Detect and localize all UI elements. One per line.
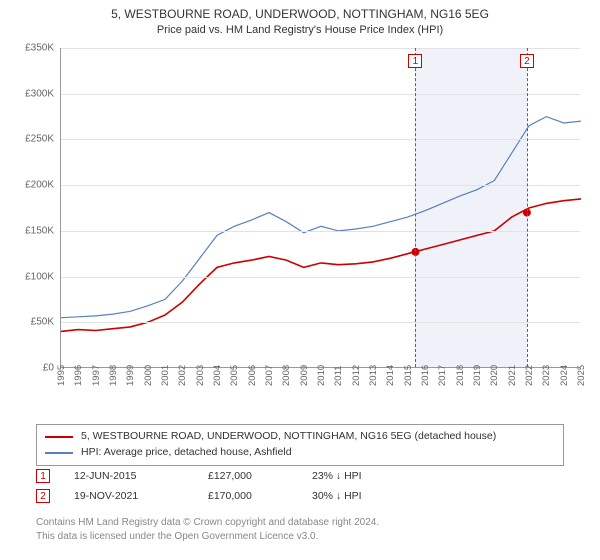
legend-swatch [45, 452, 73, 454]
x-tick-label: 2009 [299, 365, 310, 386]
legend-box: 5, WESTBOURNE ROAD, UNDERWOOD, NOTTINGHA… [36, 424, 564, 466]
chart-container: { "title": "5, WESTBOURNE ROAD, UNDERWOO… [0, 0, 600, 560]
sale-row: 2 19-NOV-2021 £170,000 30% ↓ HPI [36, 486, 564, 506]
sale-date: 19-NOV-2021 [74, 490, 184, 502]
y-tick-label: £250K [25, 134, 54, 145]
x-tick-label: 2008 [281, 365, 292, 386]
x-tick-label: 2013 [368, 365, 379, 386]
sale-price: £127,000 [208, 470, 288, 482]
grid-line [61, 277, 580, 278]
y-tick-label: £350K [25, 43, 54, 54]
x-tick-label: 2024 [559, 365, 570, 386]
x-tick-label: 1998 [108, 365, 119, 386]
y-tick-label: £300K [25, 88, 54, 99]
x-tick-label: 2022 [524, 365, 535, 386]
x-tick-label: 2001 [160, 365, 171, 386]
sale-marker-badge: 1 [408, 54, 422, 68]
x-tick-label: 2010 [316, 365, 327, 386]
x-tick-label: 1995 [56, 365, 67, 386]
y-tick-label: £50K [31, 317, 54, 328]
chart-subtitle: Price paid vs. HM Land Registry's House … [0, 22, 600, 36]
sale-marker-badge: 2 [520, 54, 534, 68]
x-tick-label: 2005 [229, 365, 240, 386]
y-tick-label: £0 [43, 363, 54, 374]
x-tick-label: 1997 [91, 365, 102, 386]
y-tick-label: £100K [25, 271, 54, 282]
x-tick-label: 2007 [264, 365, 275, 386]
sales-table: 1 12-JUN-2015 £127,000 23% ↓ HPI 2 19-NOV-202… [36, 466, 564, 506]
chart-title: 5, WESTBOURNE ROAD, UNDERWOOD, NOTTINGHA… [0, 0, 600, 22]
y-tick-label: £200K [25, 180, 54, 191]
sale-marker-line [415, 48, 416, 367]
grid-line [61, 48, 580, 49]
legend-row: 5, WESTBOURNE ROAD, UNDERWOOD, NOTTINGHA… [45, 429, 555, 445]
x-tick-label: 2014 [385, 365, 396, 386]
sale-diff: 23% ↓ HPI [312, 470, 412, 482]
x-tick-label: 2019 [472, 365, 483, 386]
grid-line [61, 139, 580, 140]
x-tick-label: 2020 [489, 365, 500, 386]
series-line-hpi [61, 117, 581, 318]
legend-label: 5, WESTBOURNE ROAD, UNDERWOOD, NOTTINGHA… [81, 429, 496, 445]
chart-area: £0£50K£100K£150K£200K£250K£300K£350K 12 … [12, 48, 588, 408]
grid-line [61, 231, 580, 232]
sale-date: 12-JUN-2015 [74, 470, 184, 482]
y-tick-label: £150K [25, 225, 54, 236]
legend-swatch [45, 436, 73, 438]
x-tick-label: 2015 [403, 365, 414, 386]
grid-line [61, 185, 580, 186]
x-tick-label: 2016 [420, 365, 431, 386]
sale-row: 1 12-JUN-2015 £127,000 23% ↓ HPI [36, 466, 564, 486]
grid-line [61, 322, 580, 323]
legend-label: HPI: Average price, detached house, Ashf… [81, 445, 292, 461]
x-tick-label: 2002 [177, 365, 188, 386]
plot-area: 12 [60, 48, 580, 368]
grid-line [61, 94, 580, 95]
y-axis-labels: £0£50K£100K£150K£200K£250K£300K£350K [12, 48, 56, 368]
x-tick-label: 2004 [212, 365, 223, 386]
x-tick-label: 2018 [455, 365, 466, 386]
sale-index-badge: 1 [36, 469, 50, 483]
x-tick-label: 2000 [143, 365, 154, 386]
x-tick-label: 1999 [125, 365, 136, 386]
footer-attribution: Contains HM Land Registry data © Crown c… [36, 516, 564, 543]
x-tick-label: 2023 [541, 365, 552, 386]
x-tick-label: 2006 [247, 365, 258, 386]
x-tick-label: 1996 [73, 365, 84, 386]
x-tick-label: 2003 [195, 365, 206, 386]
sale-index-badge: 2 [36, 489, 50, 503]
x-tick-label: 2017 [437, 365, 448, 386]
sale-price: £170,000 [208, 490, 288, 502]
x-tick-label: 2012 [351, 365, 362, 386]
x-tick-label: 2021 [507, 365, 518, 386]
sale-marker-line [527, 48, 528, 367]
line-svg [61, 48, 581, 368]
x-axis-labels: 1995199619971998199920002001200220032004… [60, 370, 580, 408]
x-tick-label: 2011 [333, 366, 344, 386]
series-line-property [61, 199, 581, 332]
footer-line-2: This data is licensed under the Open Gov… [36, 530, 564, 544]
sale-diff: 30% ↓ HPI [312, 490, 412, 502]
legend-row: HPI: Average price, detached house, Ashf… [45, 445, 555, 461]
footer-line-1: Contains HM Land Registry data © Crown c… [36, 516, 564, 530]
x-tick-label: 2025 [576, 365, 587, 386]
